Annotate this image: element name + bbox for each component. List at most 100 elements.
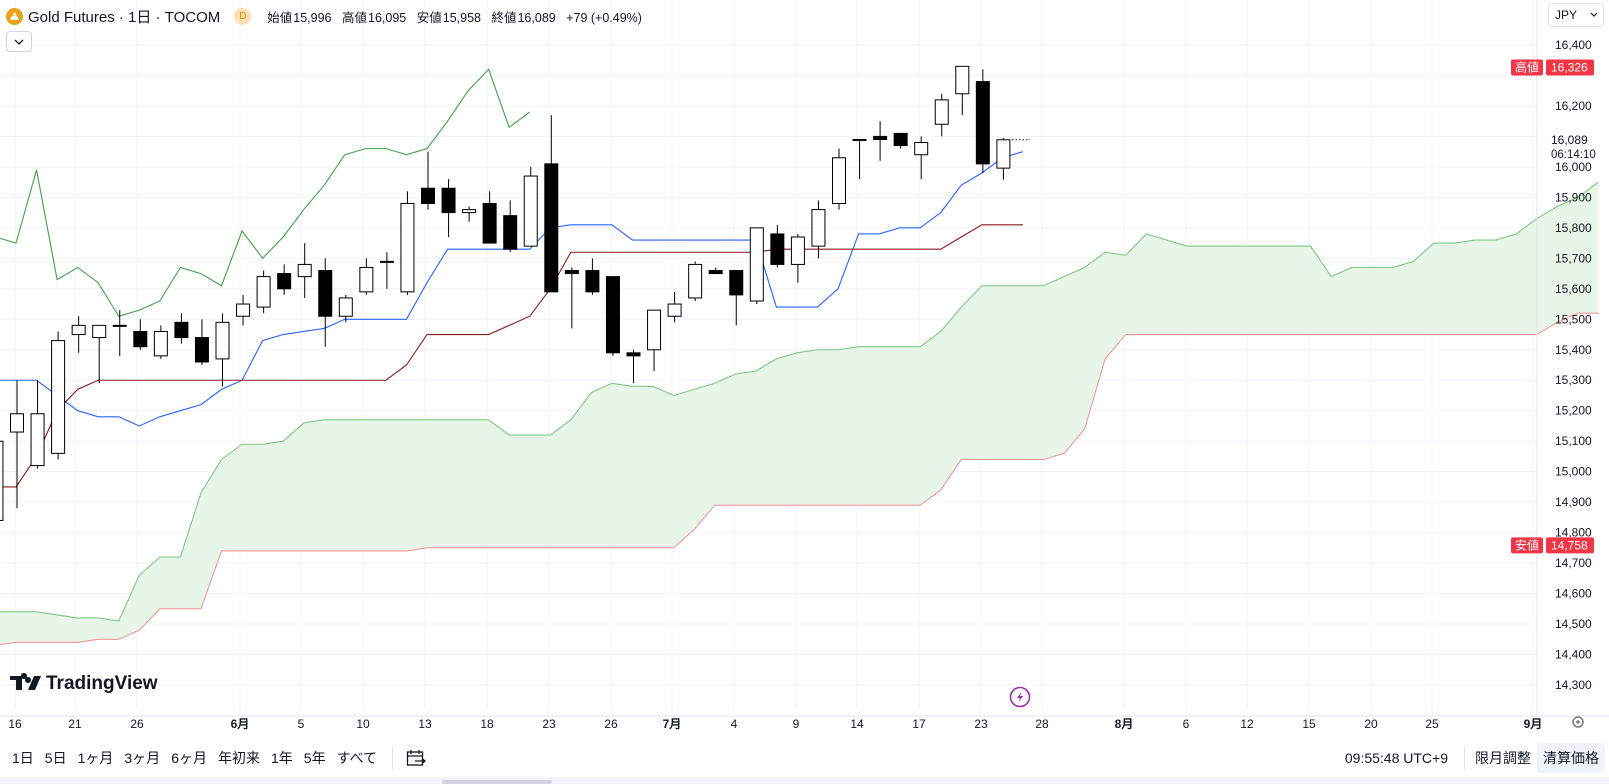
chevron-down-icon — [14, 39, 24, 45]
go-to-date-button[interactable] — [403, 745, 429, 771]
candle — [996, 137, 1011, 180]
range-button[interactable]: 5日 — [44, 750, 67, 766]
range-button[interactable]: 年初来 — [217, 750, 260, 766]
last-price-label: 16,089 — [1551, 133, 1588, 147]
bottom-right-tools: 09:55:48 UTC+9 限月調整 清算価格 — [1345, 739, 1609, 777]
candle-body — [667, 303, 682, 317]
chart-canvas[interactable]: 16,400 16,200 16,000 15,900 15,800 15,700 15,6… — [0, 0, 1609, 739]
candle-body — [503, 215, 518, 250]
settlement-price-button[interactable]: 清算価格 — [1537, 743, 1605, 773]
candle-body — [338, 297, 353, 317]
candle-body — [749, 227, 764, 302]
candle-body — [462, 209, 477, 214]
time-axis-label: 12 — [1240, 717, 1254, 731]
candle — [462, 206, 477, 222]
candle — [873, 121, 888, 161]
lightning-event-icon[interactable] — [1009, 686, 1031, 708]
candle — [832, 148, 846, 210]
range-button[interactable]: 1日 — [12, 750, 34, 766]
time-axis-label: 14 — [850, 717, 864, 731]
price-axis-label: 14,500 — [1555, 617, 1592, 631]
legend-collapse-button[interactable] — [6, 31, 32, 52]
candle-body — [174, 321, 189, 339]
range-buttons: 1日 5日 1ヶ月 3ヶ月 6ヶ月 年初来 1年 5年 すべて — [0, 745, 382, 771]
high-price-marker-value: 16,326 — [1551, 61, 1588, 75]
toolbar-divider — [392, 747, 394, 769]
high-value: 16,095 — [368, 10, 407, 25]
price-axis-label: 14,400 — [1555, 648, 1592, 662]
candle — [585, 258, 600, 295]
time-axis-label: 10 — [356, 717, 370, 731]
price-axis-label: 14,700 — [1555, 556, 1592, 570]
chikou-span-line — [0, 68, 531, 317]
range-button[interactable]: 6ヶ月 — [171, 750, 207, 766]
candle — [914, 136, 929, 180]
candle-body — [256, 276, 271, 308]
candle — [626, 349, 641, 384]
time-axis[interactable]: 16 21 26 6月 5 10 13 18 23 26 7月 4 9 14 17 23 28 8月 6 12 15 20… — [0, 715, 1609, 731]
time-axis-label: 25 — [1425, 717, 1439, 731]
low-price-marker-tag — [1511, 537, 1543, 554]
candle — [133, 319, 148, 350]
time-axis-label: 18 — [480, 717, 494, 731]
clock[interactable]: 09:55:48 UTC+9 — [1344, 750, 1448, 766]
delay-badge[interactable]: D — [234, 7, 252, 25]
price-axis-label: 15,600 — [1555, 282, 1592, 296]
currency-select[interactable]: JPY — [1548, 3, 1604, 27]
scroll-thumb[interactable] — [442, 780, 552, 784]
candle-body — [790, 236, 805, 265]
candle-body — [441, 187, 456, 214]
candle — [215, 313, 230, 387]
candle-body — [832, 157, 846, 204]
candle — [975, 69, 990, 173]
price-axis-label: 15,900 — [1555, 190, 1592, 204]
candle — [318, 258, 333, 347]
candle — [544, 115, 559, 293]
range-button[interactable]: 1年 — [270, 750, 293, 766]
senkou-span-b-line — [0, 312, 1599, 646]
candle-body — [194, 337, 209, 363]
contract-adjust-button[interactable]: 限月調整 — [1475, 750, 1531, 766]
price-axis-label: 14,600 — [1555, 587, 1592, 601]
candle — [297, 243, 312, 298]
candle — [256, 270, 271, 314]
axis-settings-icon[interactable] — [1572, 716, 1584, 728]
low-price-marker: 安値 14,758 — [1511, 537, 1594, 554]
candle — [379, 252, 394, 289]
price-axis-label: 14,800 — [1555, 526, 1592, 540]
candle — [749, 227, 764, 305]
candle-body — [688, 263, 703, 299]
candle-body — [647, 309, 662, 351]
candle — [0, 440, 4, 521]
range-button[interactable]: 5年 — [303, 750, 326, 766]
low-price-marker-value: 14,758 — [1551, 538, 1588, 552]
time-axis-label: 21 — [68, 717, 82, 731]
price-axis[interactable]: 16,400 16,200 16,000 15,900 15,800 15,700 15,6… — [1012, 0, 1596, 715]
change-value: +79 (+0.49%) — [566, 10, 642, 25]
candle — [10, 380, 24, 509]
candle — [71, 316, 86, 353]
time-axis-label: 28 — [1035, 717, 1049, 731]
candle-body — [92, 324, 107, 339]
candle-body — [71, 324, 86, 336]
candle-body — [153, 330, 168, 357]
time-axis-label: 16 — [8, 717, 22, 731]
time-axis-label: 15 — [1302, 717, 1316, 731]
candle — [503, 200, 518, 253]
candle-body — [30, 413, 45, 467]
candle — [236, 294, 251, 326]
range-button[interactable]: 3ヶ月 — [124, 750, 161, 766]
symbol-title[interactable]: Gold Futures · 1日 · TOCOM — [28, 8, 221, 26]
range-button[interactable]: すべて — [336, 750, 378, 766]
candle — [790, 233, 805, 283]
range-button[interactable]: 1ヶ月 — [77, 750, 114, 766]
bottom-scroll-strip — [0, 777, 1609, 784]
tradingview-logo[interactable]: TradingView — [10, 673, 158, 694]
time-axis-label: 6 — [1183, 717, 1190, 731]
candle — [441, 179, 456, 237]
candle-body — [133, 330, 148, 348]
candle-body — [51, 340, 66, 454]
candle-body — [605, 276, 620, 354]
candle-body — [400, 202, 415, 293]
chevron-down-icon — [1590, 12, 1598, 17]
